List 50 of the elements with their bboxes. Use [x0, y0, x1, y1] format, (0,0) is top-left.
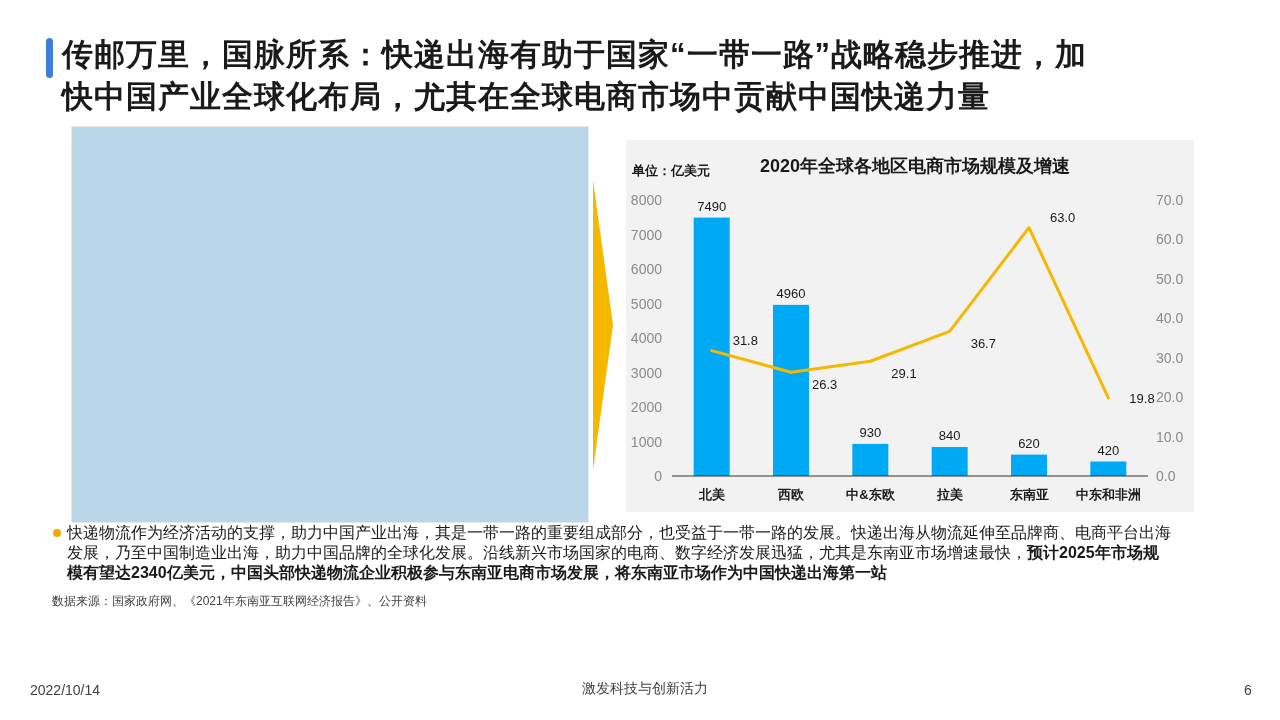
y-tick-label: 1000: [630, 433, 663, 450]
x-tick-label: 中东和非洲: [1075, 487, 1141, 502]
y-tick-label: 5000: [630, 295, 663, 312]
bar: [1011, 454, 1047, 476]
text: 快递物流作为经济活动的支撑，助力中国产业出海，其是一带一路的重要组成部分，也受益于一带一路的发展。快递出海从物流延伸至品牌商、电商平台出海发展，乃至中国制造业出海，助力中国品牌的全球化发展。沿线新兴市场国家的电商、数字经济发展迅猛，尤其是东南亚市场增速最快，预计2025年市场规模有望达2340亿美元，中国头部快递物流企业积极参与东南亚电商市场发展，将东南亚市场作为中国快递出海第一站: [67, 524, 1171, 581]
data-label: 420: [1097, 442, 1120, 458]
y2-tick-label: 70.0: [1156, 192, 1184, 208]
source-note: 数据来源：国家政府网、《2021年东南亚互联网经济报告》、公开资料: [52, 594, 427, 608]
line-series: [710, 226, 1110, 400]
y2-tick-label: 0.0: [1156, 468, 1176, 484]
x-tick-label: 东南亚: [1008, 487, 1049, 502]
data-label: 63.0: [1050, 209, 1076, 225]
y2-tick-label: 60.0: [1156, 231, 1184, 248]
data-label: 29.1: [891, 366, 917, 382]
y-tick-label: 7000: [630, 226, 663, 243]
x-tick-label: 中&东欧: [846, 487, 896, 502]
y2-tick-label: 30.0: [1156, 349, 1184, 366]
bar: [773, 304, 809, 476]
y-tick-label: 6000: [630, 261, 663, 277]
bar: [1090, 461, 1127, 476]
text: 激发科技与创新活力: [582, 680, 708, 696]
data-label: 930: [859, 424, 882, 440]
y2-tick-label: 50.0: [1156, 270, 1184, 287]
data-label: 4960: [776, 285, 806, 301]
data-label: 36.7: [970, 336, 996, 352]
data-label: 26.3: [812, 377, 838, 393]
y-tick-label: 8000: [630, 192, 663, 208]
y2-tick-label: 10.0: [1156, 428, 1184, 445]
bar: [931, 447, 968, 476]
bar: [693, 217, 730, 476]
y2-tick-label: 40.0: [1156, 310, 1184, 327]
x-tick-label: 西欧: [777, 487, 805, 502]
y2-tick-label: 20.0: [1156, 389, 1184, 406]
y-axis-title: 单位：亿美元: [631, 163, 710, 178]
data-label: 840: [938, 428, 961, 444]
y-tick-label: 3000: [630, 364, 663, 381]
data-label: 620: [1018, 435, 1040, 451]
chart-title: 2020年全球各地区电商市场规模及增速: [759, 156, 1071, 176]
y-tick-label: 4000: [630, 330, 663, 346]
data-label: 19.8: [1129, 390, 1155, 406]
text: 传邮万里，国脉所系：快递出海有助于国家“一带一路”战略稳步推进，加快中国产业全球化布局，尤其在全球电商市场中贡献中国快递力量: [62, 37, 1087, 114]
text: 6: [1244, 682, 1252, 698]
text: 2022/10/14: [30, 682, 101, 698]
data-label: 31.8: [732, 332, 758, 348]
bar: [852, 443, 889, 476]
data-label: 7490: [697, 198, 727, 214]
x-tick-label: 拉美: [935, 487, 963, 502]
y-tick-label: 2000: [630, 399, 663, 415]
x-tick-label: 北美: [697, 487, 725, 502]
y-tick-label: 0: [654, 468, 663, 484]
